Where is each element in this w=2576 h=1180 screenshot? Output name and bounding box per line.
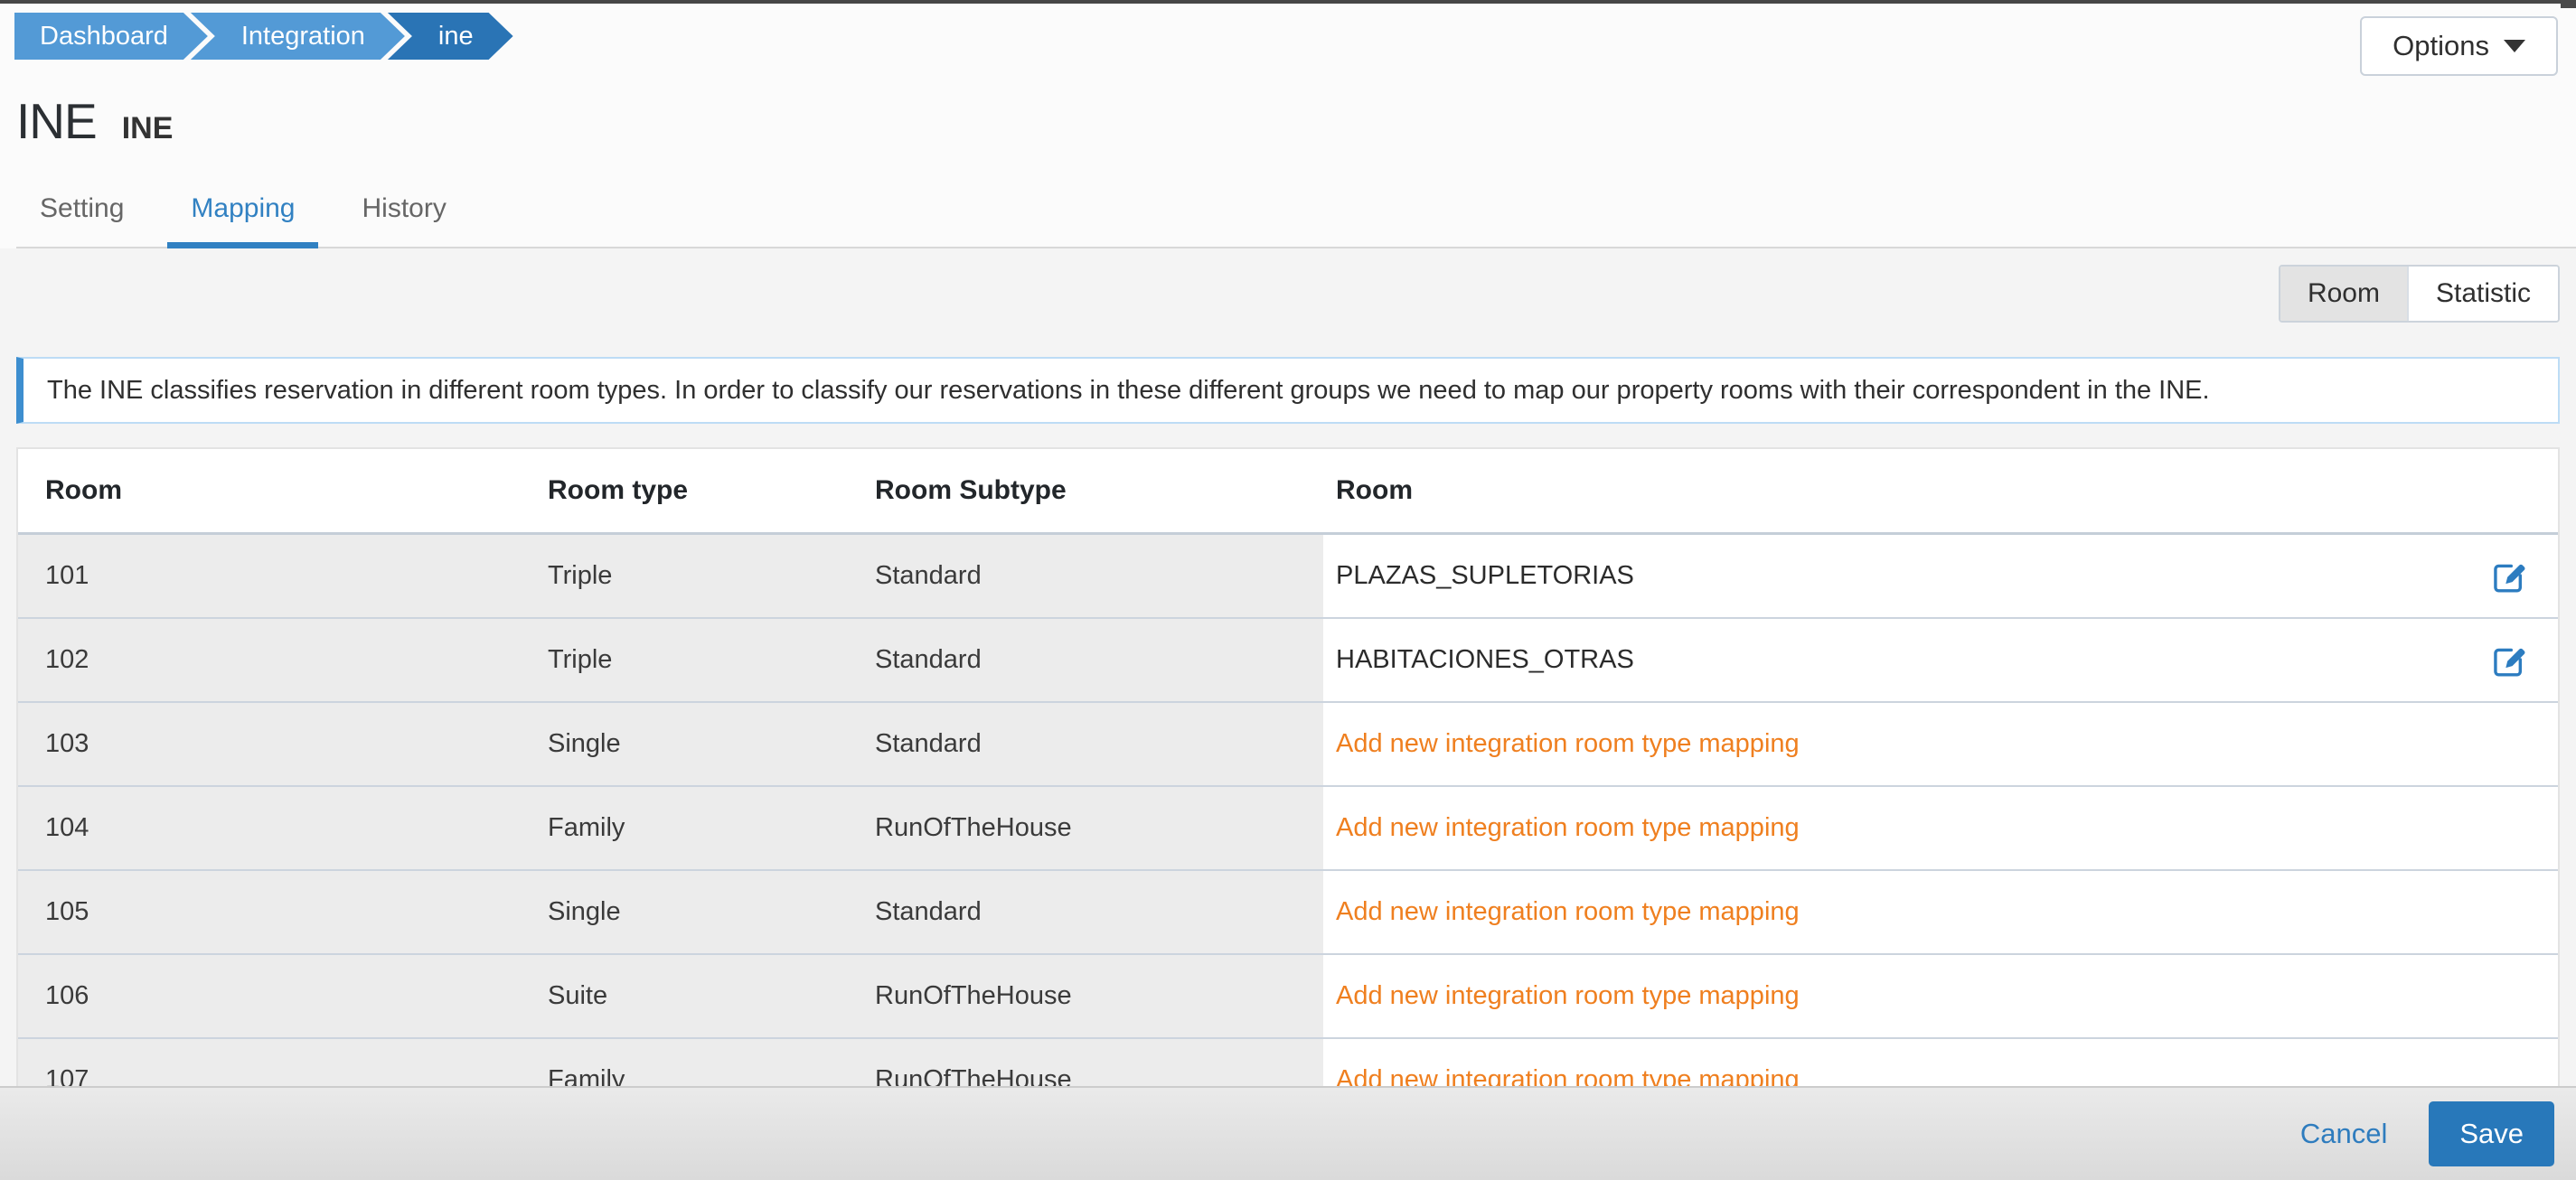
scrollbar-thumb[interactable] — [2561, 0, 2576, 8]
add-mapping-link[interactable]: Add new integration room type mapping — [1336, 981, 1800, 1010]
cell-ine-room-mapping: HABITACIONES_OTRAS — [1323, 619, 2558, 701]
page-header: Dashboard Integration ine Options INE IN… — [0, 0, 2576, 248]
add-mapping-link[interactable]: Add new integration room type mapping — [1336, 813, 1800, 842]
mapping-value: HABITACIONES_OTRAS — [1336, 645, 1634, 674]
table-body: 101 Triple Standard PLAZAS_SUPLETORIAS 1… — [18, 535, 2558, 1123]
cell-room-subtype: Standard — [848, 619, 1323, 701]
column-header-room-subtype: Room Subtype — [875, 475, 1067, 505]
tab-bar: Setting Mapping History — [16, 183, 2576, 248]
breadcrumb-item-ine[interactable]: ine — [388, 13, 513, 60]
table-row: 105 Single Standard Add new integration … — [18, 871, 2558, 955]
cell-room-subtype: Standard — [848, 871, 1323, 953]
breadcrumb-item-integration[interactable]: Integration — [191, 13, 405, 60]
options-button[interactable]: Options — [2360, 16, 2558, 76]
title-row: INE INE — [16, 92, 2576, 150]
window-top-edge — [0, 0, 2576, 4]
cell-room-subtype: Standard — [848, 703, 1323, 785]
cell-room-subtype: Standard — [848, 535, 1323, 617]
table-row: 104 Family RunOfTheHouse Add new integra… — [18, 787, 2558, 871]
tab-setting[interactable]: Setting — [40, 193, 125, 223]
cell-ine-room-mapping: PLAZAS_SUPLETORIAS — [1323, 535, 2558, 617]
breadcrumb-item-dashboard[interactable]: Dashboard — [14, 13, 208, 60]
view-toggle-group: Room Statistic — [2278, 265, 2560, 323]
info-banner: The INE classifies reservation in differ… — [16, 357, 2560, 424]
cell-ine-room-mapping: Add new integration room type mapping — [1323, 871, 2558, 953]
toggle-statistic-button[interactable]: Statistic — [2406, 267, 2558, 321]
footer-action-bar: Cancel Save — [0, 1086, 2576, 1180]
cell-ine-room-mapping: Add new integration room type mapping — [1323, 955, 2558, 1037]
options-button-label: Options — [2393, 30, 2489, 61]
toggle-room-button[interactable]: Room — [2280, 267, 2407, 321]
edit-icon[interactable] — [2491, 642, 2527, 679]
page-subtitle: INE — [121, 111, 174, 145]
page-title: INE — [16, 93, 98, 149]
table-row: 106 Suite RunOfTheHouse Add new integrat… — [18, 955, 2558, 1039]
cell-room-number: 102 — [18, 619, 521, 701]
mapping-content: Room Statistic The INE classifies reserv… — [0, 248, 2576, 1134]
breadcrumb: Dashboard Integration ine — [14, 13, 2576, 60]
cell-room-number: 101 — [18, 535, 521, 617]
cell-room-number: 103 — [18, 703, 521, 785]
cell-room-number: 105 — [18, 871, 521, 953]
cell-room-type: Triple — [521, 619, 848, 701]
cell-ine-room-mapping: Add new integration room type mapping — [1323, 787, 2558, 869]
add-mapping-link[interactable]: Add new integration room type mapping — [1336, 729, 1800, 758]
tab-mapping[interactable]: Mapping — [167, 183, 319, 248]
cell-room-subtype: RunOfTheHouse — [848, 955, 1323, 1037]
cell-ine-room-mapping: Add new integration room type mapping — [1323, 703, 2558, 785]
table-row: 102 Triple Standard HABITACIONES_OTRAS — [18, 619, 2558, 703]
cell-room-type: Family — [521, 787, 848, 869]
edit-icon[interactable] — [2491, 558, 2527, 595]
view-toggle-row: Room Statistic — [0, 248, 2576, 323]
cell-room-subtype: RunOfTheHouse — [848, 787, 1323, 869]
cancel-button[interactable]: Cancel — [2299, 1118, 2388, 1149]
table-header-row: Room Room type Room Subtype Room — [18, 449, 2558, 535]
column-header-room-type: Room type — [548, 475, 689, 505]
save-button[interactable]: Save — [2429, 1101, 2554, 1166]
column-header-mapping-room: Room — [1336, 475, 1413, 505]
caret-down-icon — [2504, 40, 2525, 52]
cell-room-type: Single — [521, 871, 848, 953]
room-mapping-table: Room Room type Room Subtype Room 101 Tri… — [16, 447, 2560, 1134]
info-banner-text: The INE classifies reservation in differ… — [47, 375, 2210, 405]
mapping-value: PLAZAS_SUPLETORIAS — [1336, 561, 1634, 590]
table-row: 101 Triple Standard PLAZAS_SUPLETORIAS — [18, 535, 2558, 619]
column-header-room: Room — [45, 475, 122, 505]
cell-room-type: Suite — [521, 955, 848, 1037]
cell-room-number: 106 — [18, 955, 521, 1037]
cell-room-type: Single — [521, 703, 848, 785]
cell-room-number: 104 — [18, 787, 521, 869]
table-row: 103 Single Standard Add new integration … — [18, 703, 2558, 787]
cell-room-type: Triple — [521, 535, 848, 617]
tab-history[interactable]: History — [362, 193, 447, 223]
add-mapping-link[interactable]: Add new integration room type mapping — [1336, 897, 1800, 926]
